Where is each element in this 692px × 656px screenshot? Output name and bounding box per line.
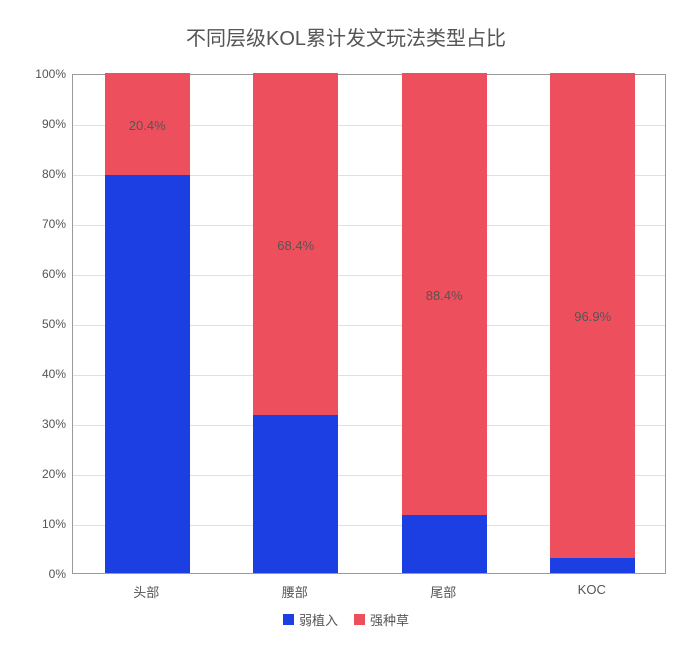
y-tick-label: 70% — [6, 217, 66, 231]
y-tick-label: 30% — [6, 417, 66, 431]
y-tick-label: 60% — [6, 267, 66, 281]
bar-segment — [253, 415, 338, 573]
chart-title: 不同层级KOL累计发文玩法类型占比 — [0, 22, 692, 51]
y-tick-label: 90% — [6, 117, 66, 131]
bar-data-label: 88.4% — [402, 288, 487, 303]
legend-swatch — [354, 614, 365, 625]
bar-data-label: 96.9% — [550, 309, 635, 324]
bar-data-label: 68.4% — [253, 238, 338, 253]
legend: 弱植入 强种草 — [0, 610, 692, 629]
y-tick-label: 20% — [6, 467, 66, 481]
bar-segment — [402, 515, 487, 573]
bar-segment — [550, 558, 635, 574]
x-tick-label: 头部 — [133, 582, 159, 601]
legend-swatch — [283, 614, 294, 625]
stacked-bar-chart: 不同层级KOL累计发文玩法类型占比 20.4% 68.4% 88.4% 96.9% 弱… — [0, 0, 692, 656]
y-tick-label: 40% — [6, 367, 66, 381]
y-tick-label: 0% — [6, 567, 66, 581]
legend-item: 弱植入 — [283, 610, 338, 629]
y-tick-label: 80% — [6, 167, 66, 181]
bar-group: 88.4% — [402, 75, 487, 573]
bar-data-label: 20.4% — [105, 118, 190, 133]
plot-area: 20.4% 68.4% 88.4% 96.9% — [72, 74, 666, 574]
bar-segment — [105, 175, 190, 573]
y-tick-label: 50% — [6, 317, 66, 331]
legend-item: 强种草 — [354, 610, 409, 629]
x-tick-label: 腰部 — [282, 582, 308, 601]
bar-group: 96.9% — [550, 75, 635, 573]
y-tick-label: 10% — [6, 517, 66, 531]
legend-label: 强种草 — [370, 613, 409, 628]
y-tick-label: 100% — [6, 67, 66, 81]
bar-group: 68.4% — [253, 75, 338, 573]
legend-label: 弱植入 — [299, 613, 338, 628]
x-tick-label: 尾部 — [430, 582, 456, 601]
bar-group: 20.4% — [105, 75, 190, 573]
x-tick-label: KOC — [578, 582, 606, 597]
